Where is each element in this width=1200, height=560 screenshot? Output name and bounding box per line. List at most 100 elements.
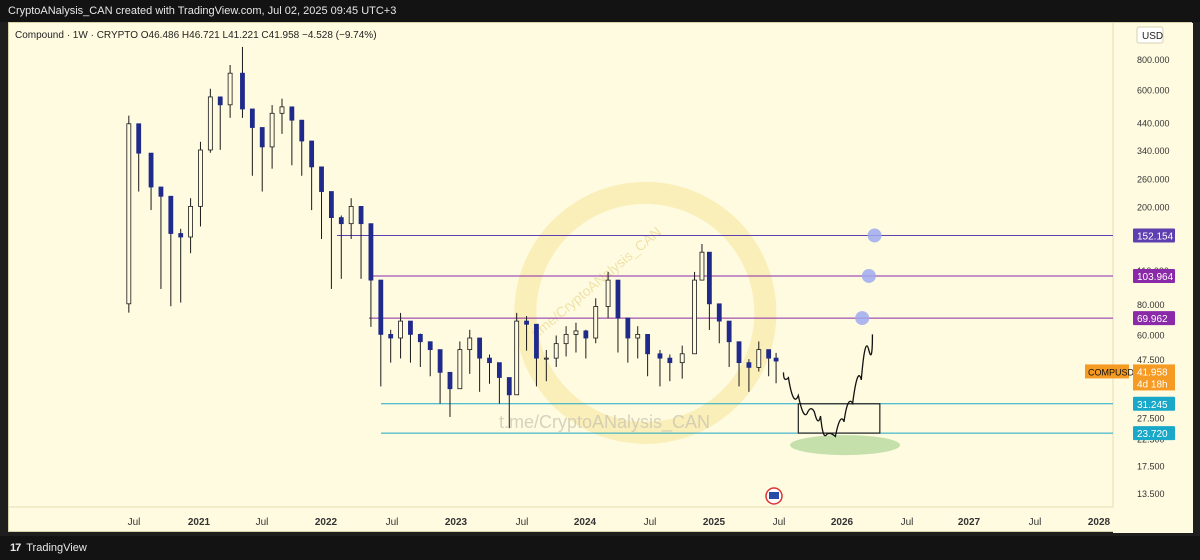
time-tick-label: Jul (1029, 517, 1042, 528)
footer-bar: 17 TradingView (0, 536, 1200, 560)
event-flag-icon-fill (769, 492, 779, 499)
candle-body (408, 320, 413, 335)
time-tick-label: 2026 (831, 517, 854, 528)
candle-body (692, 279, 697, 355)
time-tick-label: Jul (773, 517, 786, 528)
time-tick-label: 2021 (188, 517, 211, 528)
candle-body (188, 205, 193, 238)
candle-body (227, 72, 233, 106)
price-tick-label: 47.500 (1137, 355, 1165, 365)
price-chart[interactable]: t.me/CryptoANalysis_CANt.me/CryptoANalys… (9, 23, 1193, 533)
candle-body (583, 330, 589, 339)
candle-body (657, 353, 663, 359)
candle-body (716, 303, 722, 322)
candle-body (615, 279, 621, 319)
candle-body (534, 323, 539, 359)
candle-body (148, 152, 154, 188)
accumulation-zone (797, 403, 881, 434)
price-line-label: 23.720 (1137, 429, 1168, 440)
candle-body (249, 108, 255, 128)
candle-body (259, 127, 265, 148)
candle-body (269, 112, 275, 148)
candle-body (496, 362, 502, 378)
candle-body (299, 119, 305, 142)
price-line-label: 103.964 (1137, 272, 1174, 283)
price-tick-label: 800.000 (1137, 55, 1170, 65)
time-tick-label: 2024 (574, 517, 597, 528)
candle-body (679, 353, 685, 364)
price-line-badge (1133, 396, 1175, 411)
time-tick-label: 2023 (445, 517, 468, 528)
time-tick-label: Jul (901, 517, 914, 528)
candle-body (319, 166, 324, 192)
candle-body (635, 334, 641, 339)
candle-body (667, 357, 673, 364)
tradingview-logo-icon: 17 (10, 542, 21, 554)
price-line-badge (1133, 426, 1175, 441)
candle-body (398, 320, 403, 339)
price-line-label: 152.154 (1137, 231, 1174, 242)
projection-path (782, 334, 874, 438)
candle-body (524, 320, 529, 325)
candle-body (126, 123, 132, 305)
price-tick-label: 260.000 (1137, 174, 1170, 184)
price-tick-label: 200.000 (1137, 202, 1170, 212)
candle-body (756, 349, 762, 368)
time-tick-label: 2028 (1088, 517, 1111, 528)
candle-body (593, 306, 599, 339)
candle-body (773, 357, 779, 362)
time-tick-label: 2025 (703, 517, 726, 528)
price-line-label: 69.962 (1137, 314, 1168, 325)
price-line-badge (1133, 268, 1175, 283)
candle-body (563, 334, 569, 345)
candle-body (338, 217, 344, 225)
time-tick-label: Jul (516, 517, 529, 528)
price-tick-label: 340.000 (1137, 146, 1170, 156)
countdown-label: 4d 18h (1137, 379, 1168, 390)
candle-body (328, 191, 334, 218)
candle-body (447, 371, 453, 390)
candle-body (168, 195, 174, 234)
candle-body (699, 251, 705, 281)
currency-label: USD (1142, 31, 1163, 42)
candle-body (158, 186, 164, 197)
candle-body (217, 96, 223, 106)
candle-body (514, 320, 520, 396)
price-tick-label: 13.500 (1137, 489, 1165, 499)
time-tick-label: Jul (256, 517, 269, 528)
time-tick-label: 2022 (315, 517, 338, 528)
time-tick-label: Jul (644, 517, 657, 528)
candle-body (506, 377, 512, 396)
last-price-label: 41.958 (1137, 367, 1168, 378)
price-line-badge (1133, 228, 1175, 243)
candle-body (605, 279, 611, 307)
candle-body (368, 223, 374, 281)
footer-brand: TradingView (26, 542, 87, 554)
currency-badge (1136, 26, 1164, 44)
time-tick-label: 2027 (958, 517, 981, 528)
candle-body (573, 330, 579, 335)
candle-body (477, 337, 483, 359)
candle-body (279, 106, 285, 114)
candle-body (198, 149, 203, 207)
candle-body (553, 343, 559, 359)
candle-body (625, 317, 631, 339)
candle-body (543, 357, 549, 360)
chart-frame[interactable]: t.me/CryptoANalysis_CAN t.me/CryptoANalys… (8, 22, 1193, 533)
last-price-badge (1133, 364, 1175, 391)
price-line-label: 31.245 (1137, 400, 1168, 411)
price-tick-label: 60.000 (1137, 330, 1165, 340)
bottom-ellipse-highlight (790, 435, 901, 456)
candle-body (309, 140, 315, 168)
symbol-label: COMPUSD (1088, 367, 1135, 377)
chart-header: CryptoANalysis_CAN created with TradingV… (0, 0, 1200, 22)
candle-body (427, 341, 433, 351)
time-tick-label: Jul (128, 517, 141, 528)
candle-body (766, 349, 772, 359)
candle-body (417, 334, 423, 343)
candle-body (178, 233, 184, 238)
price-tick-label: 17.500 (1137, 461, 1165, 471)
candle-body (358, 205, 364, 225)
symbol-badge (1085, 364, 1129, 379)
chart-legend: Compound · 1W · CRYPTO O46.486 H46.721 L… (15, 30, 377, 41)
